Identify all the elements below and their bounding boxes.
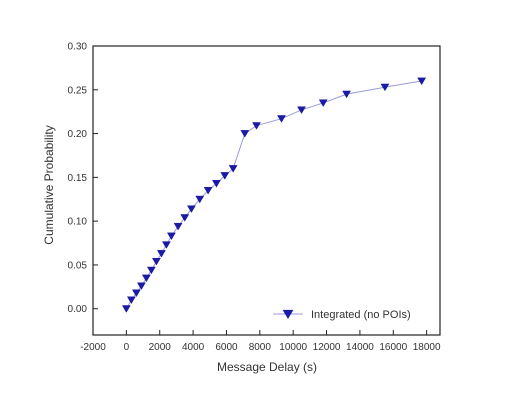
- x-tick-label: 8000: [249, 342, 272, 353]
- plot-frame: [92, 45, 441, 336]
- data-point-marker: [166, 232, 176, 241]
- y-tick-label: 0.15: [68, 173, 88, 184]
- x-tick-label: 6000: [215, 342, 238, 353]
- legend-marker: [282, 309, 294, 320]
- data-point-marker: [417, 77, 427, 86]
- x-tick-label: 18000: [413, 342, 441, 353]
- x-tick-label: 16000: [379, 342, 407, 353]
- x-tick-label: -2000: [80, 342, 106, 353]
- y-tick-label: 0.30: [68, 42, 88, 53]
- data-point-marker: [203, 187, 213, 195]
- data-point-marker: [151, 257, 161, 266]
- legend: Integrated (no POIs): [273, 309, 411, 321]
- plot-area-border: [92, 45, 441, 336]
- x-tick-label: 4000: [182, 342, 205, 353]
- data-point-marker: [131, 289, 141, 298]
- x-tick-label: 2000: [149, 342, 172, 353]
- data-point-marker: [156, 250, 166, 258]
- x-tick-label: 10000: [279, 342, 307, 353]
- data-point-marker: [212, 180, 221, 188]
- axis-ticks: -2000 0 2000 4000 6000 8000 10000 12000 14000 160…: [68, 42, 441, 354]
- y-tick-label: 0.20: [68, 129, 88, 140]
- data-point-marker: [277, 115, 286, 123]
- data-point-marker: [220, 172, 230, 180]
- x-tick-label: 12000: [313, 342, 341, 353]
- data-point-marker: [136, 282, 146, 291]
- y-tick-label: 0.00: [68, 304, 88, 315]
- y-tick-label: 0.05: [68, 260, 88, 271]
- data-point-marker: [141, 274, 151, 283]
- data-point-marker: [195, 195, 205, 204]
- data-point-marker: [121, 305, 131, 313]
- legend-label: Integrated (no POIs): [311, 309, 411, 321]
- series-line: [125, 80, 422, 309]
- series-layer: [121, 77, 427, 313]
- data-point-marker: [180, 214, 190, 222]
- data-point-marker: [252, 122, 261, 130]
- data-point-marker: [342, 90, 352, 99]
- data-point-marker: [126, 296, 136, 305]
- y-axis-label: Cumulative Probability: [42, 125, 56, 244]
- data-point-marker: [186, 205, 196, 213]
- y-tick-label: 0.10: [68, 217, 88, 228]
- data-point-marker: [380, 83, 390, 92]
- data-point-marker: [173, 222, 183, 231]
- x-axis-label: Message Delay (s): [217, 360, 317, 374]
- data-point-marker: [240, 130, 250, 138]
- x-tick-label: 0: [124, 342, 130, 353]
- data-point-marker: [161, 241, 171, 249]
- data-point-marker: [228, 165, 238, 173]
- data-point-marker: [146, 266, 156, 275]
- data-point-marker: [297, 106, 306, 115]
- y-tick-label: 0.25: [68, 85, 88, 96]
- data-point-marker: [318, 99, 328, 108]
- x-tick-label: 14000: [346, 342, 374, 353]
